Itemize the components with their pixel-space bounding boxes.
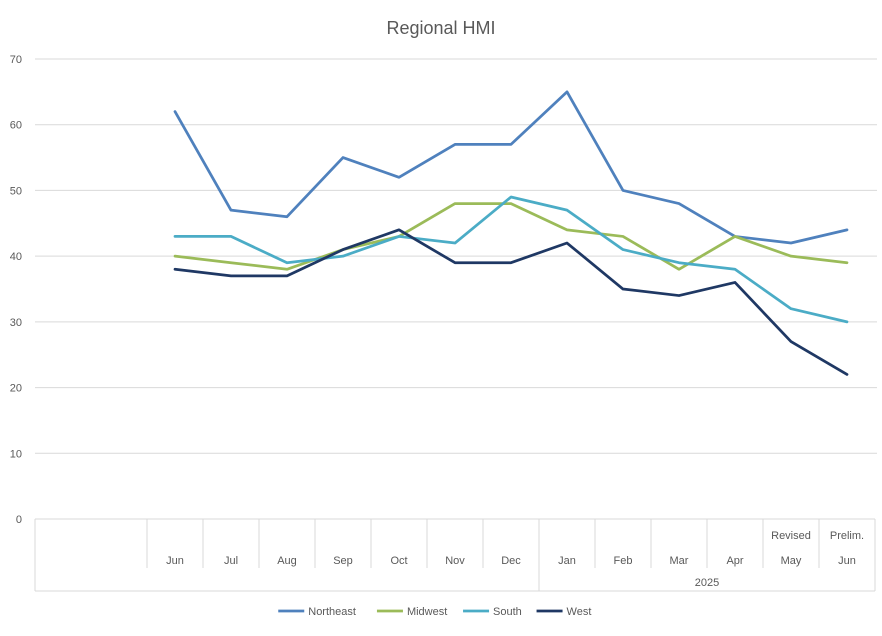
x-group-label: 2025 xyxy=(695,577,719,589)
x-tick-label: Oct xyxy=(390,555,407,567)
y-tick-label: 60 xyxy=(10,120,22,132)
legend: Northeast Midwest South West xyxy=(278,606,591,618)
legend-label: Midwest xyxy=(407,606,447,618)
y-tick-label: 0 xyxy=(16,514,22,526)
chart-title: Regional HMI xyxy=(386,18,496,38)
x-tick-label: Nov xyxy=(445,555,465,567)
x-tick-label: Apr xyxy=(726,555,743,567)
y-tick-label: 20 xyxy=(10,383,22,395)
gridlines xyxy=(35,58,877,454)
x-tick-label: Prelim. xyxy=(830,530,864,542)
x-tick-label: Revised xyxy=(771,530,811,542)
x-tick-label: May xyxy=(781,555,802,567)
x-tick-label: Aug xyxy=(277,555,297,567)
legend-label: Northeast xyxy=(308,606,356,618)
y-tick-label: 10 xyxy=(10,448,22,460)
x-tick-label: Sep xyxy=(333,555,353,567)
y-tick-label: 70 xyxy=(10,54,22,66)
series-line-west xyxy=(173,228,849,376)
x-tick-label: Jun xyxy=(838,555,856,567)
y-tick-label: 40 xyxy=(10,251,22,263)
x-tick-label: Jul xyxy=(224,555,238,567)
y-tick-label: 50 xyxy=(10,185,22,197)
series-line-northeast xyxy=(173,90,849,245)
y-tick-label: 30 xyxy=(10,317,22,329)
series-lines xyxy=(173,90,849,376)
series-line-midwest xyxy=(173,202,849,271)
y-axis: 0 10 20 30 40 50 60 70 xyxy=(10,54,22,526)
x-tick-label: Jun xyxy=(166,555,184,567)
series-line-south xyxy=(173,195,849,324)
legend-label: South xyxy=(493,606,522,618)
x-tick-label: Jan xyxy=(558,555,576,567)
x-tick-label: Dec xyxy=(501,555,521,567)
x-axis: 2025 Jun Jul Aug Sep Oct Nov Dec Jan Feb Mar Apr May… xyxy=(34,518,876,592)
legend-label: West xyxy=(567,606,592,618)
x-tick-label: Feb xyxy=(614,555,633,567)
x-tick-label: Mar xyxy=(670,555,689,567)
